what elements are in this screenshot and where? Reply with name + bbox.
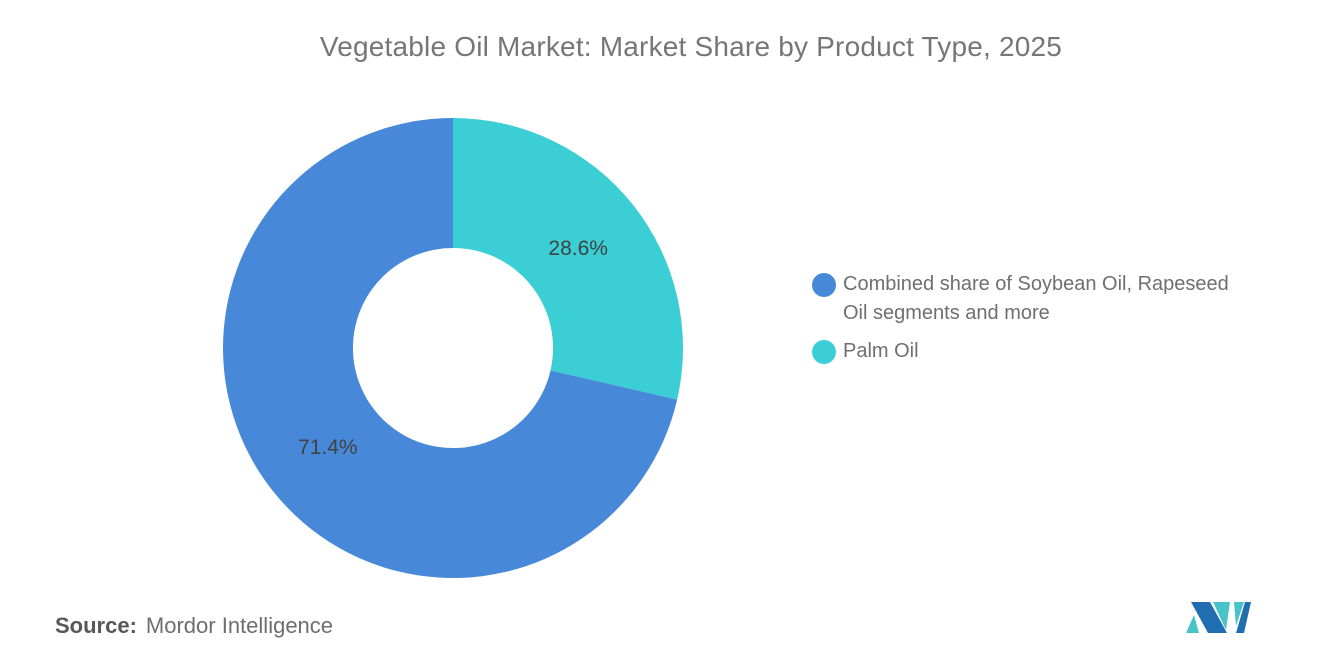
- source: Source: Mordor Intelligence: [55, 612, 333, 640]
- logo-shape: [1213, 602, 1230, 630]
- legend-label: Palm Oil: [843, 340, 919, 362]
- legend-swatch-palm-oil: [812, 340, 836, 364]
- mordor-intelligence-logo: [1186, 602, 1251, 633]
- source-label: Source:: [55, 613, 137, 638]
- slice-label: 71.4%: [298, 436, 358, 459]
- legend-label: Combined share of Soybean Oil, Rapeseed …: [843, 273, 1229, 324]
- legend-item-combined-share[interactable]: Combined share of Soybean Oil, Rapeseed …: [812, 270, 1292, 328]
- chart-title: Vegetable Oil Market: Market Share by Pr…: [319, 31, 1063, 62]
- logo-shape: [1191, 602, 1227, 633]
- logo-shape: [1234, 602, 1244, 626]
- legend: Combined share of Soybean Oil, Rapeseed …: [812, 270, 1292, 375]
- logo-shape: [1236, 602, 1251, 633]
- slice-combined-share-of-soybean-oil-rapeseed-oil-segments-and-more[interactable]: [223, 118, 678, 578]
- source-value: Mordor Intelligence: [145, 613, 334, 638]
- donut-chart: 28.6% 71.4%: [223, 118, 683, 578]
- slice-palm-oil[interactable]: [453, 118, 683, 400]
- logo-shape: [1186, 615, 1199, 633]
- legend-swatch-combined-share: [812, 273, 836, 297]
- slice-label: 28.6%: [548, 237, 608, 260]
- legend-item-palm-oil[interactable]: Palm Oil: [812, 337, 1292, 366]
